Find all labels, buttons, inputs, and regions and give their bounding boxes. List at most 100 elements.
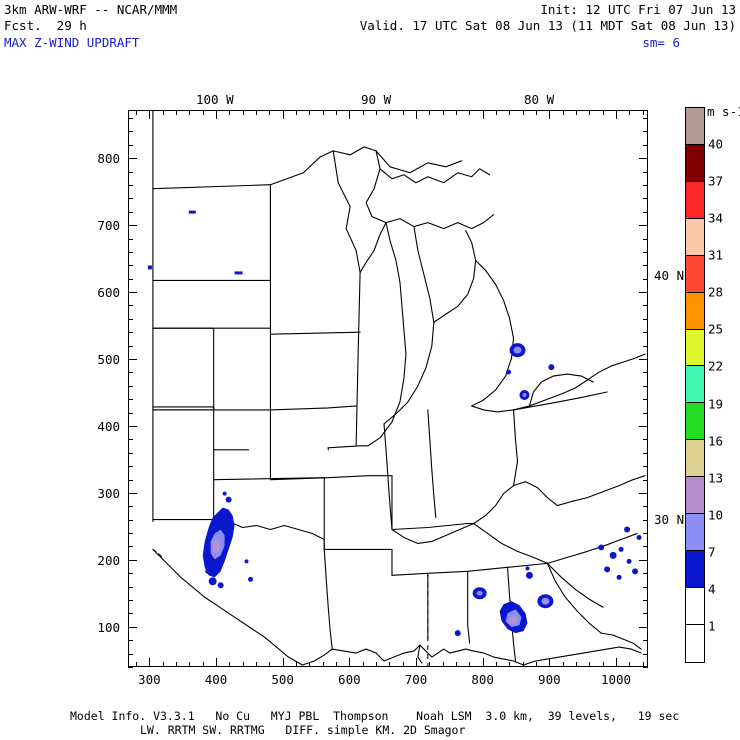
cell-kentucky — [509, 343, 526, 358]
colorbar-band — [686, 624, 704, 662]
tick-mark — [136, 662, 137, 667]
tick-mark — [643, 279, 648, 280]
colorbar-tick-label: 28 — [708, 284, 724, 300]
tick-mark — [128, 480, 133, 481]
tick-mark — [128, 185, 133, 186]
tick-mark — [643, 600, 648, 601]
tick-mark — [128, 573, 133, 574]
init-time: Init: 12 UTC Fri 07 Jun 13 — [540, 2, 736, 17]
tick-mark — [643, 480, 648, 481]
tick-mark — [629, 662, 630, 667]
tick-mark — [643, 640, 648, 641]
cell-south-dakota — [188, 210, 196, 214]
x-tick-label: 800 — [471, 672, 494, 687]
tick-mark — [639, 493, 648, 494]
colorbar-band — [686, 477, 704, 515]
tick-mark — [128, 439, 133, 440]
tick-mark — [603, 110, 604, 115]
tick-mark — [416, 110, 417, 119]
cell-gulf-e — [525, 566, 530, 571]
tick-mark — [128, 613, 133, 614]
colorbar — [685, 107, 705, 663]
tick-mark — [643, 520, 648, 521]
tick-mark — [128, 265, 133, 266]
tick-mark — [643, 399, 648, 400]
lon-label-90w: 90 W — [361, 92, 392, 107]
tick-mark — [128, 654, 133, 655]
tick-mark — [549, 658, 550, 667]
tick-mark — [639, 426, 648, 427]
tick-mark — [128, 252, 133, 253]
cell-tennessee-a — [506, 369, 512, 375]
tick-mark — [128, 279, 133, 280]
tick-mark — [563, 110, 564, 115]
tick-mark — [176, 110, 177, 115]
cell-gulf-b — [537, 594, 554, 609]
cell-tennessee-b — [519, 389, 530, 400]
tick-mark — [128, 466, 133, 467]
tick-mark — [443, 662, 444, 667]
tick-mark — [256, 662, 257, 667]
tick-mark — [643, 239, 648, 240]
tick-mark — [456, 110, 457, 115]
tick-mark — [136, 110, 137, 115]
tick-mark — [128, 640, 133, 641]
colorbar-band — [686, 329, 704, 367]
tick-mark — [128, 239, 133, 240]
tick-mark — [643, 110, 644, 115]
tick-mark — [128, 493, 137, 494]
tick-mark — [643, 185, 648, 186]
tick-mark — [128, 560, 137, 561]
tick-mark — [643, 212, 648, 213]
tick-mark — [576, 110, 577, 115]
tick-mark — [576, 662, 577, 667]
tick-mark — [616, 110, 617, 119]
tick-mark — [128, 627, 137, 628]
cell-nebraska — [234, 271, 243, 275]
colorbar-band — [686, 514, 704, 552]
x-tick-label: 700 — [404, 672, 428, 687]
tick-mark — [616, 658, 617, 667]
colorbar-tick-label: 19 — [708, 396, 724, 412]
colorbar-band — [686, 551, 704, 588]
tick-mark — [643, 506, 648, 507]
tick-mark — [643, 439, 648, 440]
tick-mark — [643, 305, 648, 306]
tick-mark — [563, 662, 564, 667]
tick-mark — [363, 662, 364, 667]
tick-mark — [189, 110, 190, 115]
tick-mark — [403, 110, 404, 115]
tick-mark — [128, 546, 133, 547]
tick-mark — [128, 667, 133, 668]
tick-mark — [643, 453, 648, 454]
tick-mark — [128, 212, 133, 213]
tick-mark — [639, 292, 648, 293]
tick-mark — [643, 252, 648, 253]
tick-mark — [323, 662, 324, 667]
tick-mark — [639, 158, 648, 159]
tick-mark — [128, 158, 137, 159]
tick-mark — [296, 110, 297, 115]
tick-mark — [336, 110, 337, 115]
tick-mark — [536, 110, 537, 115]
cell-florida-g — [632, 568, 639, 575]
tick-mark — [643, 413, 648, 414]
colorbar-tick-label: 34 — [708, 210, 724, 226]
x-tick-label: 300 — [138, 672, 161, 687]
colorbar-band — [686, 587, 704, 625]
tick-mark — [128, 198, 133, 199]
cell-florida-d — [604, 566, 611, 573]
tick-mark — [128, 305, 133, 306]
tick-mark — [643, 332, 648, 333]
colorbar-tick-label: 13 — [708, 470, 724, 486]
cell-florida-e — [616, 574, 622, 580]
cell-florida-a — [598, 544, 605, 551]
tick-mark — [376, 110, 377, 115]
tick-mark — [128, 453, 133, 454]
tick-mark — [128, 386, 133, 387]
cell-atlantic-b — [636, 534, 642, 540]
tick-mark — [349, 110, 350, 119]
colorbar-band — [686, 255, 704, 293]
colorbar-band — [686, 292, 704, 330]
tick-mark — [496, 110, 497, 115]
